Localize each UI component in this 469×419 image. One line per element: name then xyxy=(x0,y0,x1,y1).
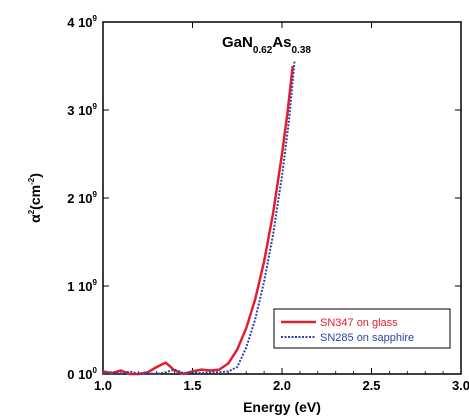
legend-label-glass: SN347 on glass xyxy=(320,317,398,329)
x-tick-label: 3.0 xyxy=(452,378,469,393)
y-tick-label: 1 109 xyxy=(67,278,97,294)
x-tick-label: 1.5 xyxy=(183,378,201,393)
y-tick-label: 4 109 xyxy=(67,14,97,30)
y-axis-title: α2(cm-2) xyxy=(27,173,43,223)
legend: SN347 on glass SN285 on sapphire xyxy=(273,308,451,349)
x-tick-label: 2.0 xyxy=(273,378,291,393)
x-tick-label: 2.5 xyxy=(362,378,380,393)
series-line-glass xyxy=(102,65,294,376)
x-tick-label: 1.0 xyxy=(94,378,112,393)
series-line-sapphire xyxy=(102,61,296,375)
y-tick-label: 3 109 xyxy=(67,102,97,118)
legend-label-sapphire: SN285 on sapphire xyxy=(320,332,414,344)
y-tick-label: 2 109 xyxy=(67,190,97,206)
legend-box xyxy=(273,308,451,349)
x-axis-title: Energy (eV) xyxy=(243,399,321,415)
y-tick-label: 0 100 xyxy=(67,366,97,382)
composition-annotation: GaN0.62As0.38 xyxy=(222,34,311,56)
